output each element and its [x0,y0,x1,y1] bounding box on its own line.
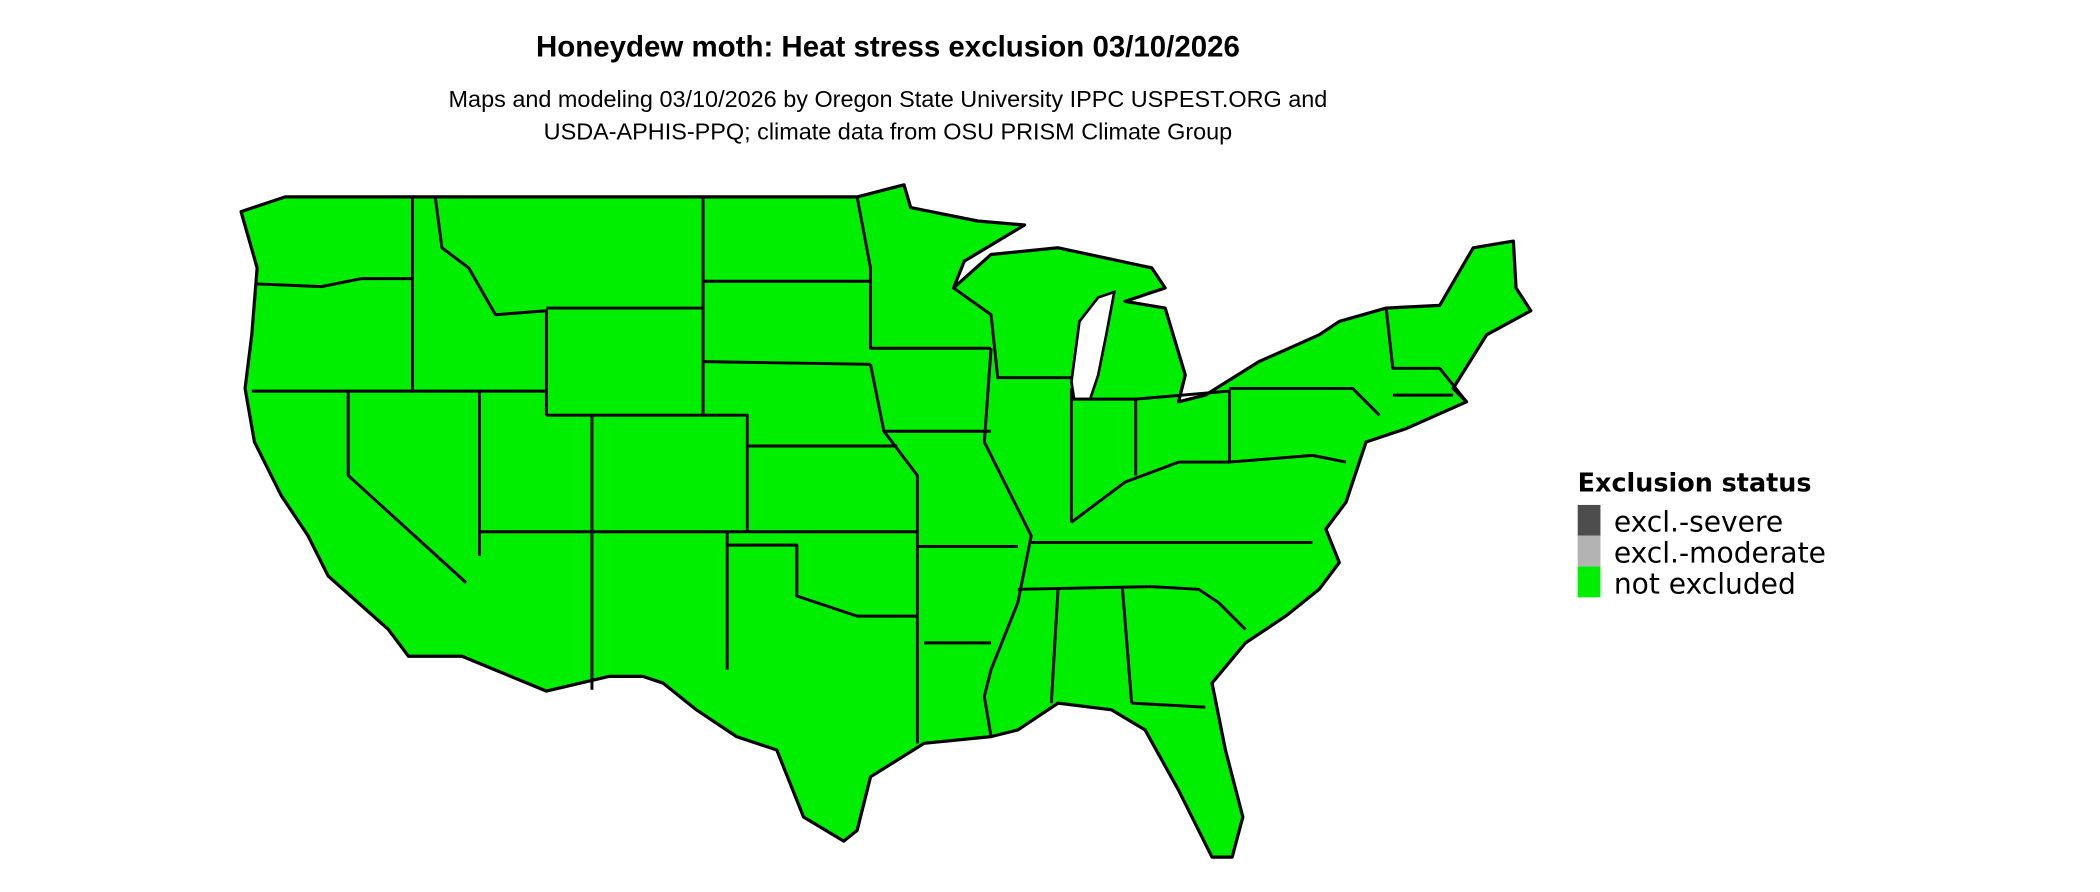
legend-label-not-excluded: not excluded [1614,567,1796,600]
subtitle-line-2: USDA-APHIS-PPQ; climate data from OSU PR… [544,118,1233,144]
legend-title: Exclusion status [1578,468,1812,498]
legend-swatch-moderate [1577,535,1601,567]
us-map [239,183,1533,859]
legend-label-severe: excl.-severe [1614,506,1783,539]
legend-swatch-not-excluded [1577,566,1601,598]
legend-swatch-severe [1577,504,1601,536]
us-outline [239,183,1533,859]
subtitle-line-1: Maps and modeling 03/10/2026 by Oregon S… [449,86,1328,112]
map-title: Honeydew moth: Heat stress exclusion 03/… [536,30,1240,63]
state-boundaries [251,196,1468,744]
legend-label-moderate: excl.-moderate [1614,537,1826,570]
legend: Exclusion status excl.-severe excl.-mode… [1577,468,1826,600]
